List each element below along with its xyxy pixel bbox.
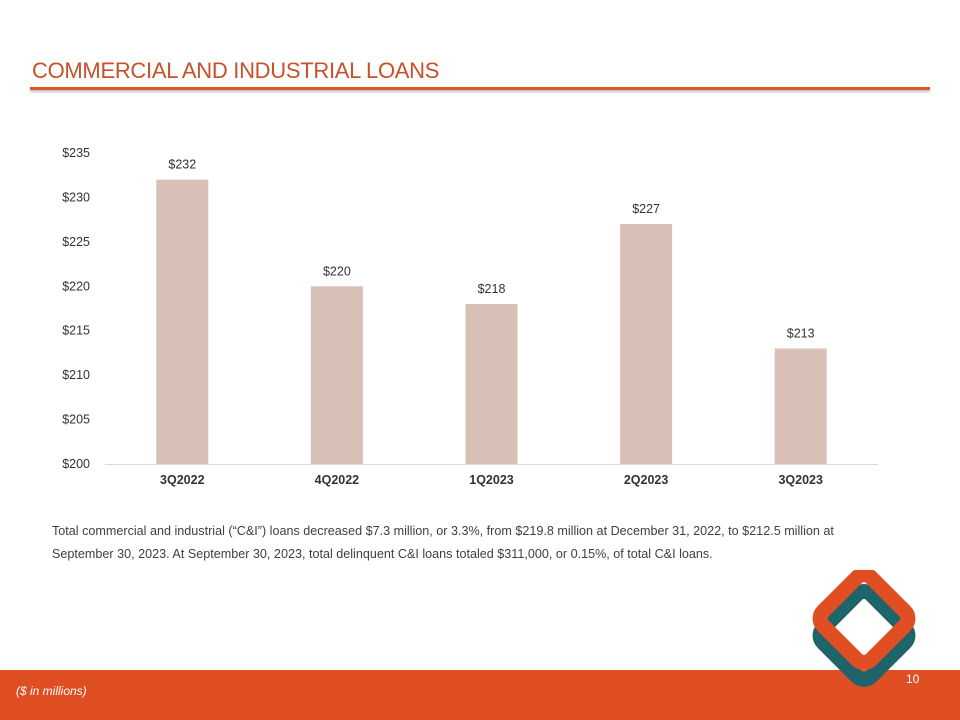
y-tick-label: $215: [62, 324, 90, 338]
diamond-logo-icon: [812, 570, 916, 687]
data-label: $218: [478, 282, 506, 296]
data-label: $227: [632, 202, 660, 216]
footer-bar: [0, 670, 960, 720]
y-tick-label: $230: [62, 190, 90, 204]
bar: [774, 348, 827, 464]
data-label: $220: [323, 264, 351, 278]
title-underline: [30, 87, 930, 90]
bar: [310, 286, 363, 464]
x-tick-label: 4Q2022: [315, 473, 360, 487]
page-title: COMMERCIAL AND INDUSTRIAL LOANS: [32, 58, 440, 83]
y-tick-label: $200: [62, 457, 90, 471]
y-tick-label: $220: [62, 279, 90, 293]
x-tick-label: 3Q2023: [778, 473, 823, 487]
data-label: $232: [168, 158, 196, 172]
bar: [156, 179, 209, 464]
y-tick-label: $210: [62, 368, 90, 382]
x-tick-label: 2Q2023: [624, 473, 669, 487]
page-number: 10: [906, 672, 920, 686]
y-tick-label: $225: [62, 235, 90, 249]
y-tick-label: $235: [62, 146, 90, 160]
x-tick-label: 3Q2022: [160, 473, 205, 487]
x-tick-label: 1Q2023: [469, 473, 514, 487]
y-tick-label: $205: [62, 413, 90, 427]
bar-chart: $200 $205 $210 $215 $220 $225 $230 $235 $232 3Q20…: [62, 146, 878, 487]
units-note: ($ in millions): [16, 684, 87, 698]
bar: [465, 304, 518, 464]
bar: [620, 224, 673, 464]
data-label: $213: [787, 326, 815, 340]
description-paragraph: Total commercial and industrial (“C&I”) …: [52, 524, 834, 561]
